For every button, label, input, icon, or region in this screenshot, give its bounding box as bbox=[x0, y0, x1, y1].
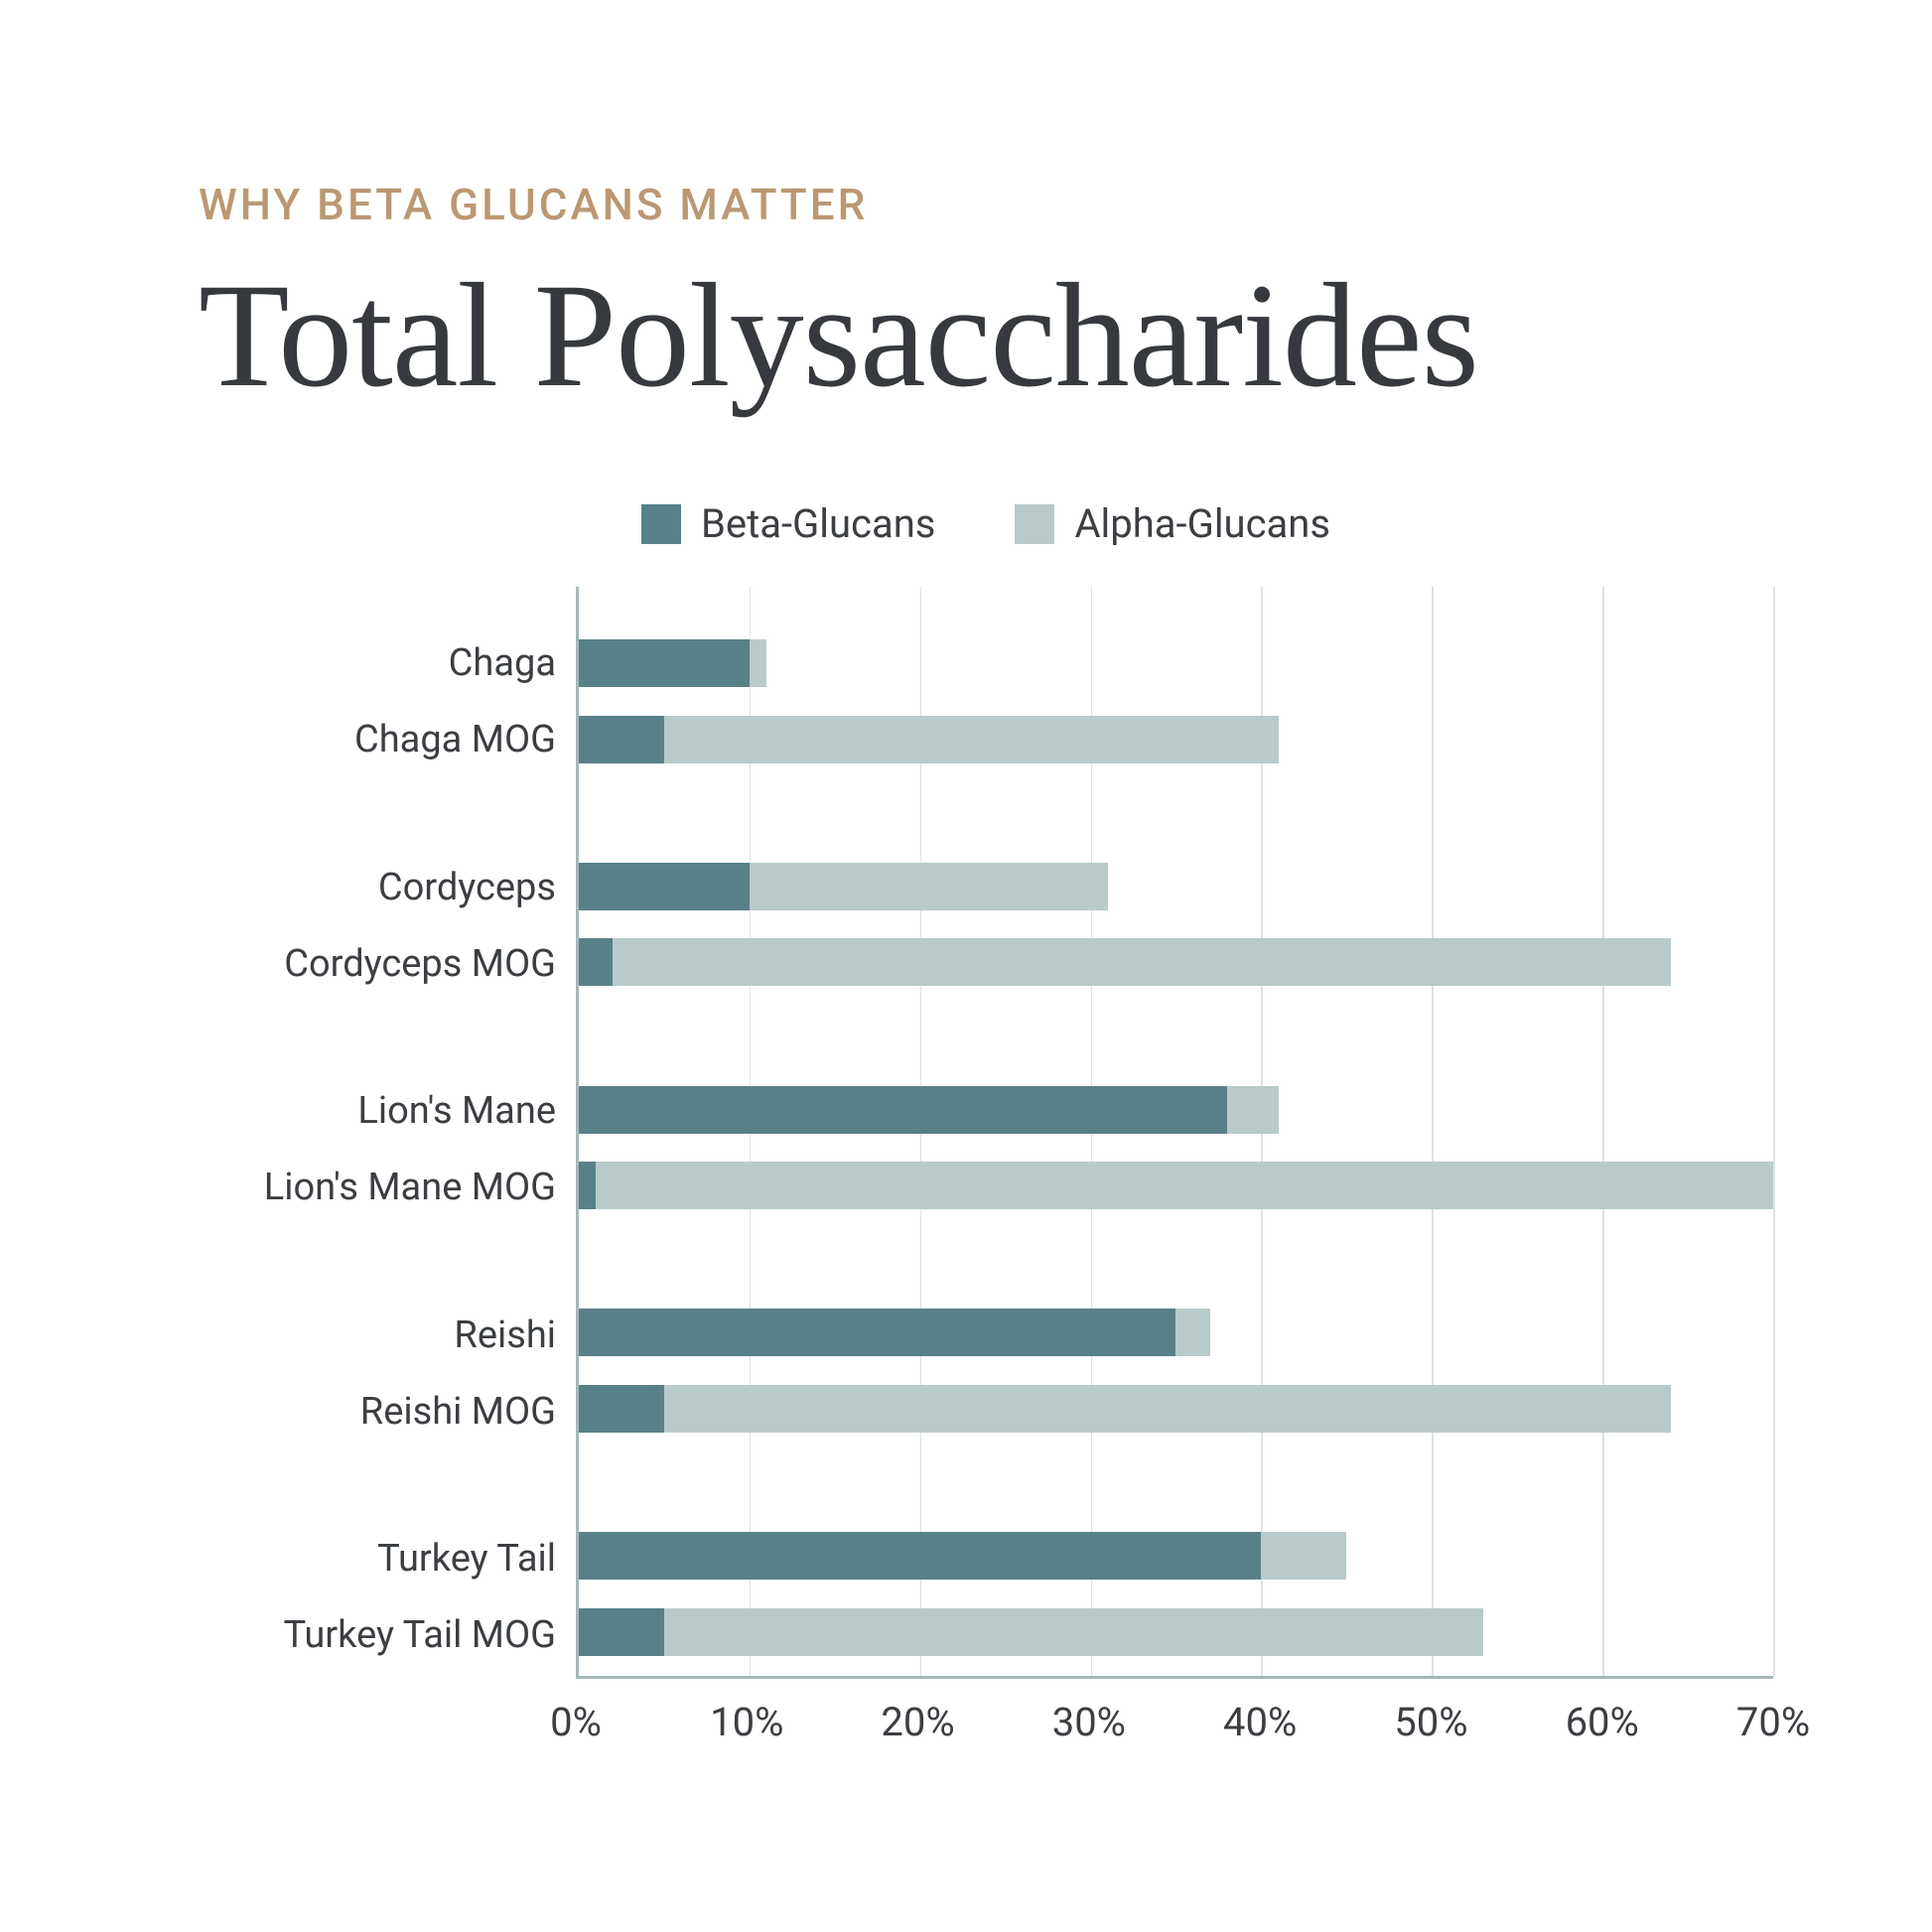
bar-segment-alpha bbox=[664, 716, 1279, 763]
bar-segment-beta bbox=[579, 1608, 664, 1656]
x-tick-label: 10% bbox=[710, 1699, 783, 1745]
bar-segment-alpha bbox=[1227, 1086, 1279, 1134]
bar-segment-beta bbox=[579, 1086, 1227, 1134]
x-tick-label: 70% bbox=[1736, 1699, 1810, 1745]
y-axis-label: Reishi bbox=[454, 1313, 556, 1357]
bar-segment-alpha bbox=[596, 1162, 1773, 1209]
bar-row bbox=[579, 639, 766, 687]
gridline bbox=[1602, 587, 1604, 1676]
bar-row bbox=[579, 1309, 1210, 1356]
legend-item-beta: Beta-Glucans bbox=[641, 500, 935, 547]
legend-swatch-alpha bbox=[1015, 504, 1054, 544]
page: WHY BETA GLUCANS MATTER Total Polysaccha… bbox=[0, 0, 1932, 1932]
bar-row bbox=[579, 1385, 1671, 1433]
y-axis-labels: Chaga Chaga MOG Cordyceps Cordyceps MOG Lion… bbox=[199, 587, 576, 1679]
bar-segment-beta bbox=[579, 863, 750, 910]
x-tick-label: 30% bbox=[1052, 1699, 1126, 1745]
y-axis-label: Chaga MOG bbox=[354, 718, 556, 761]
bar-segment-beta bbox=[579, 1309, 1175, 1356]
chart-title: Total Polysaccharides bbox=[199, 250, 1773, 421]
bar-row bbox=[579, 863, 1108, 910]
eyebrow-text: WHY BETA GLUCANS MATTER bbox=[199, 179, 1773, 230]
x-tick-label: 20% bbox=[881, 1699, 954, 1745]
bar-segment-beta bbox=[579, 639, 750, 687]
bar-segment-beta bbox=[579, 1385, 664, 1433]
bar-segment-beta bbox=[579, 716, 664, 763]
bar-segment-beta bbox=[579, 1532, 1261, 1580]
legend-label-alpha: Alpha-Glucans bbox=[1074, 500, 1330, 547]
x-axis: 0%10%20%30%40%50%60%70% bbox=[576, 1679, 1773, 1758]
bar-segment-beta bbox=[579, 938, 613, 986]
gridline bbox=[1773, 587, 1775, 1676]
plot-area bbox=[576, 587, 1773, 1679]
x-tick-label: 60% bbox=[1566, 1699, 1639, 1745]
bar-row bbox=[579, 716, 1279, 763]
bar-row bbox=[579, 1608, 1483, 1656]
bar-segment-beta bbox=[579, 1162, 596, 1209]
bar-segment-alpha bbox=[664, 1608, 1483, 1656]
bar-segment-alpha bbox=[613, 938, 1671, 986]
x-tick-label: 50% bbox=[1394, 1699, 1467, 1745]
bar-row bbox=[579, 1532, 1346, 1580]
bar-row bbox=[579, 1162, 1773, 1209]
bar-segment-alpha bbox=[664, 1385, 1671, 1433]
bar-segment-alpha bbox=[1175, 1309, 1209, 1356]
y-axis-label: Cordyceps bbox=[378, 866, 556, 909]
x-tick-label: 40% bbox=[1223, 1699, 1297, 1745]
bar-row bbox=[579, 1086, 1279, 1134]
y-axis-label: Turkey Tail MOG bbox=[283, 1613, 556, 1657]
y-axis-label: Turkey Tail bbox=[377, 1537, 556, 1581]
legend-label-beta: Beta-Glucans bbox=[701, 500, 935, 547]
y-axis-label: Cordyceps MOG bbox=[284, 942, 556, 986]
bar-row bbox=[579, 938, 1671, 986]
y-axis-label: Lion's Mane bbox=[357, 1089, 556, 1133]
gridline bbox=[1432, 587, 1434, 1676]
bar-segment-alpha bbox=[1261, 1532, 1346, 1580]
y-axis-label: Chaga bbox=[449, 641, 556, 685]
chart: Chaga Chaga MOG Cordyceps Cordyceps MOG Lion… bbox=[199, 587, 1773, 1679]
x-tick-label: 0% bbox=[550, 1699, 602, 1745]
bar-segment-alpha bbox=[750, 863, 1108, 910]
legend-swatch-beta bbox=[641, 504, 681, 544]
y-axis-label: Lion's Mane MOG bbox=[264, 1166, 556, 1209]
bar-segment-alpha bbox=[750, 639, 766, 687]
y-axis-label: Reishi MOG bbox=[360, 1390, 556, 1434]
legend: Beta-Glucans Alpha-Glucans bbox=[199, 500, 1773, 547]
legend-item-alpha: Alpha-Glucans bbox=[1015, 500, 1330, 547]
